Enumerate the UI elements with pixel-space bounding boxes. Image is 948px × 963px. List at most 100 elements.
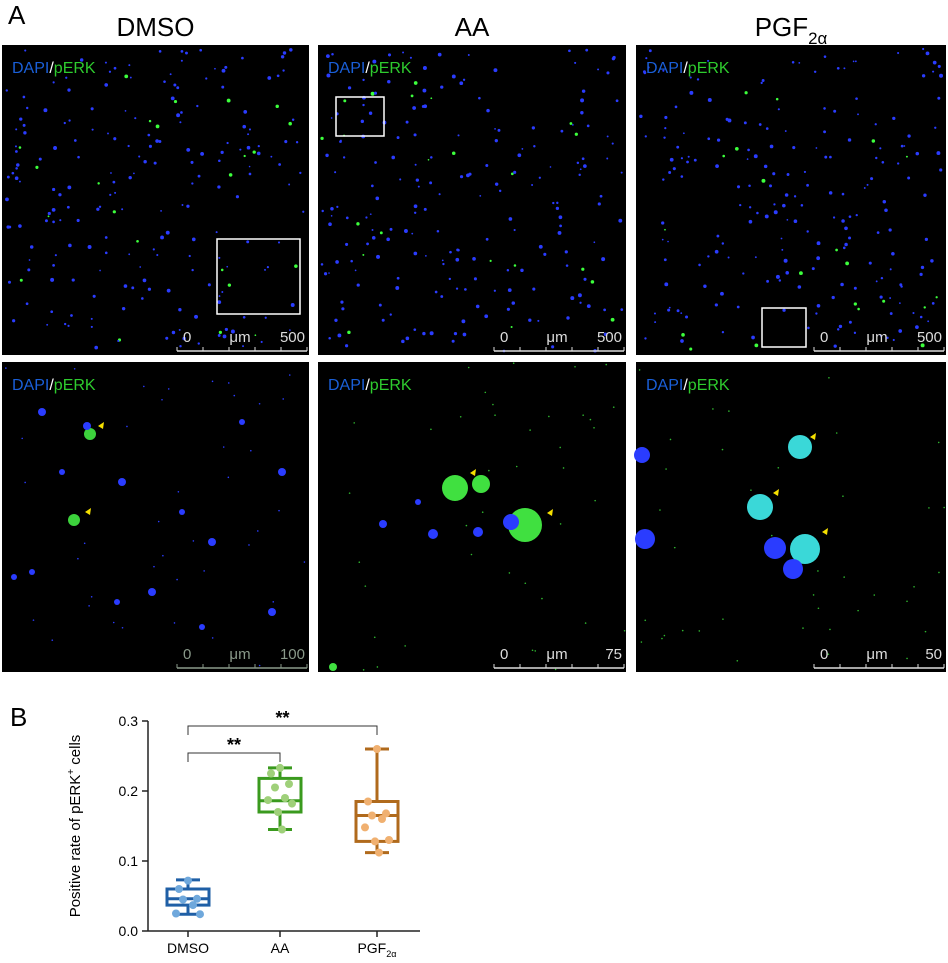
- cell-dot: [35, 165, 39, 169]
- cell-dot: [722, 154, 726, 158]
- cell-dot: [603, 332, 608, 337]
- cell-dot: [766, 279, 769, 283]
- speck: [593, 426, 595, 429]
- cell-dot: [27, 268, 31, 272]
- cell-dot: [664, 282, 669, 287]
- cell-dot: [882, 299, 886, 303]
- cell-dot: [365, 216, 368, 219]
- cell-dot: [764, 214, 769, 219]
- data-point: [288, 799, 296, 808]
- channel-separator: /: [683, 377, 688, 394]
- speck: [303, 561, 306, 563]
- speck: [928, 507, 930, 509]
- cell-dot: [282, 69, 285, 72]
- speck: [177, 490, 180, 493]
- cell-dot: [109, 193, 112, 196]
- cell-dot: [345, 216, 349, 220]
- cell-dot: [264, 316, 267, 319]
- cell-dot: [138, 155, 141, 158]
- cell-dot: [720, 291, 724, 296]
- cell: [473, 527, 483, 537]
- cell-dot: [727, 256, 730, 259]
- cell-dot: [257, 144, 260, 148]
- data-point: [264, 796, 272, 805]
- cell-dot: [63, 322, 67, 326]
- cell-dot: [267, 76, 272, 80]
- data-point: [378, 815, 386, 823]
- cell-dot: [403, 229, 408, 233]
- cell-dot: [413, 328, 417, 331]
- column-title: PGF2α: [755, 12, 828, 48]
- cell-dot: [15, 167, 18, 170]
- channel-separator: /: [49, 60, 54, 77]
- cell-dot: [436, 229, 440, 233]
- cell-dot: [323, 272, 328, 276]
- cell-dot: [442, 262, 445, 266]
- cell-dot: [386, 237, 390, 242]
- cell-dot: [886, 336, 889, 339]
- cell-dot: [580, 110, 584, 115]
- cell-dot: [528, 318, 532, 322]
- cell-dot: [14, 145, 17, 148]
- cell: [84, 428, 96, 440]
- cell-dot: [784, 130, 787, 132]
- cell-dot: [147, 133, 151, 137]
- cell-dot: [581, 267, 585, 271]
- cell: [199, 624, 205, 630]
- scale-label: 100: [280, 646, 305, 663]
- speck: [589, 418, 592, 421]
- speck: [829, 628, 831, 631]
- cell-dot: [680, 175, 684, 178]
- cell-dot: [521, 148, 524, 150]
- speck: [121, 626, 124, 629]
- speck: [492, 403, 494, 406]
- cell-dot: [892, 338, 895, 342]
- cell-dot: [905, 155, 908, 158]
- cell-dot: [124, 110, 127, 112]
- column-title: AA: [455, 12, 490, 42]
- cell-dot: [687, 155, 690, 158]
- cell-dot: [218, 159, 221, 163]
- cell-dot: [90, 317, 93, 320]
- channel-dapi: DAPI: [646, 377, 683, 394]
- cell-dot: [815, 147, 818, 149]
- cell-dot: [430, 97, 433, 100]
- speck: [661, 637, 663, 640]
- cell-dot: [848, 215, 852, 218]
- cell-dot: [299, 171, 302, 175]
- cell-dot: [747, 148, 750, 152]
- cell-dot: [654, 321, 657, 324]
- cell-dot: [472, 256, 476, 261]
- cell-dot: [681, 333, 685, 337]
- speck: [529, 429, 531, 431]
- channel-dapi: DAPI: [646, 60, 683, 77]
- speck: [531, 649, 534, 652]
- cell: [635, 529, 655, 549]
- cell-dot: [603, 308, 607, 312]
- speck: [21, 437, 23, 440]
- cell-dot: [847, 138, 852, 142]
- y-tick-label: 0.3: [119, 713, 139, 729]
- cell-dot: [112, 210, 116, 214]
- cell-dot: [43, 108, 48, 113]
- speck: [574, 365, 576, 368]
- cell-dot: [158, 140, 162, 144]
- cell-dot: [294, 264, 298, 268]
- cell-dot: [736, 305, 740, 309]
- inset-box: [216, 238, 301, 315]
- speck: [73, 367, 76, 370]
- cell-dot: [104, 251, 108, 255]
- cell-dot: [73, 139, 77, 142]
- cell-dot: [642, 70, 646, 74]
- cell-dot: [176, 113, 181, 118]
- cell-dot: [716, 234, 720, 238]
- speck: [736, 659, 739, 662]
- cell-dot: [179, 121, 182, 124]
- cell: [790, 534, 820, 564]
- cell-dot: [494, 138, 498, 143]
- cell-dot: [18, 224, 22, 228]
- cell-dot: [840, 282, 844, 287]
- speck: [176, 578, 178, 581]
- speck: [161, 398, 163, 401]
- cell-dot: [104, 61, 107, 64]
